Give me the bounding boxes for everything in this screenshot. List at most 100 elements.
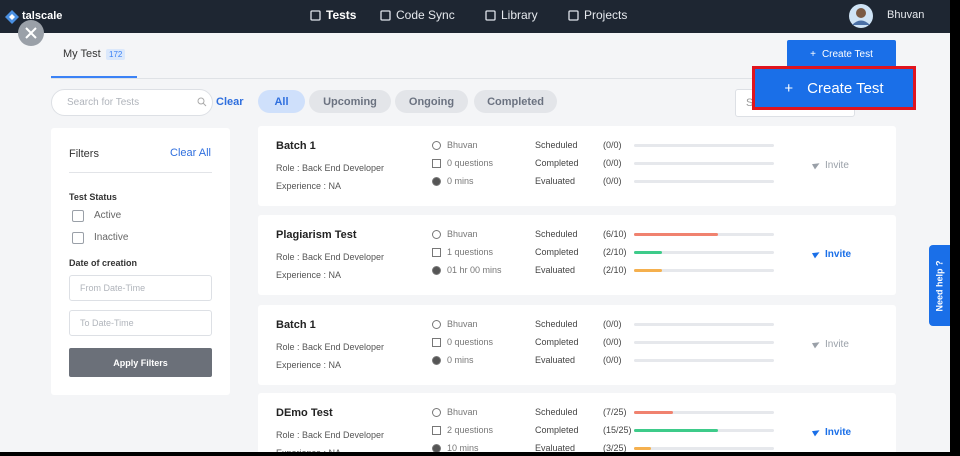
test-name[interactable]: Plagiarism Test [276,229,357,241]
nav-item[interactable]: Code Sync [380,8,455,22]
filter-chip[interactable]: Upcoming [309,90,391,113]
date-title: Date of creation [69,258,138,268]
nav-icon [380,9,391,21]
test-duration: 10 mins [447,443,479,452]
stat-count: (0/0) [603,337,622,347]
logo [5,10,19,24]
search-input[interactable]: Search for Tests [51,89,213,116]
test-card: Batch 1 Role : Back End Developer Experien… [258,126,896,206]
test-experience: Experience : NA [276,448,341,452]
nav-item[interactable]: Library [485,8,538,22]
to-placeholder: To Date-Time [80,318,134,328]
progress-track [634,144,774,147]
stat-name: Completed [535,425,579,435]
test-owner: Bhuvan [447,319,478,329]
test-questions: 0 questions [447,158,494,168]
to-date-input[interactable]: To Date-Time [69,310,212,336]
stat-count: (15/25) [603,425,632,435]
progress-bar [634,429,718,432]
checkbox[interactable] [72,210,84,222]
stat-count: (0/0) [603,176,622,186]
questions-icon [432,426,441,435]
progress-track [634,162,774,165]
from-date-input[interactable]: From Date-Time [69,275,212,301]
stat-count: (6/10) [603,229,627,239]
stat-count: (0/0) [603,158,622,168]
test-experience: Experience : NA [276,270,342,280]
duration-icon [432,356,441,365]
help-tab[interactable]: Need help ? [929,245,950,326]
stat-name: Completed [535,158,579,168]
from-placeholder: From Date-Time [80,283,146,293]
tab-badge: 172 [106,49,126,60]
test-questions: 2 questions [447,425,494,435]
test-duration: 01 hr 00 mins [447,265,502,275]
divider [51,78,896,79]
test-name[interactable]: DEmo Test [276,407,333,419]
filter-chip[interactable]: All [258,90,305,113]
owner-icon [432,408,441,417]
status-option: Inactive [94,232,129,243]
test-duration: 0 mins [447,355,474,365]
invite-link[interactable]: Invite [825,249,852,260]
test-experience: Experience : NA [276,181,342,191]
progress-track [634,341,774,344]
sort-text: S [746,97,754,109]
checkbox[interactable] [72,232,84,244]
create-test-button[interactable]: + Create Test [787,40,896,68]
stat-count: (0/0) [603,140,622,150]
test-name[interactable]: Batch 1 [276,319,316,331]
invite-icon [811,249,822,259]
progress-track [634,411,774,414]
nav-label: Library [501,8,538,22]
filters-title: Filters [69,148,99,160]
avatar[interactable] [848,3,874,29]
nav-item[interactable]: Tests [310,8,356,22]
progress-bar [634,269,662,272]
stat-name: Evaluated [535,355,576,365]
clear-all[interactable]: Clear All [170,147,211,159]
clear-search[interactable]: Clear [216,96,244,108]
progress-bar [634,233,718,236]
test-name[interactable]: Batch 1 [276,140,316,152]
filter-chip[interactable]: Completed [474,90,557,113]
invite-link[interactable]: Invite [825,339,849,350]
apply-filters-button[interactable]: Apply Filters [69,348,212,377]
stat-name: Scheduled [535,229,578,239]
test-questions: 1 questions [447,247,494,257]
test-owner: Bhuvan [447,407,478,417]
stat-name: Completed [535,247,579,257]
stat-count: (3/25) [603,443,627,452]
help-label: Need help ? [934,259,945,312]
duration-icon [432,266,441,275]
progress-bar [634,251,662,254]
invite-link[interactable]: Invite [825,160,849,171]
test-owner: Bhuvan [447,229,478,239]
stat-count: (7/25) [603,407,627,417]
tab-label[interactable]: My Test [63,48,101,60]
test-questions: 0 questions [447,337,494,347]
stat-name: Scheduled [535,407,578,417]
test-role: Role : Back End Developer [276,163,385,173]
owner-icon [432,230,441,239]
test-role: Role : Back End Developer [276,342,385,352]
status-title: Test Status [69,192,117,202]
nav-item[interactable]: Projects [568,8,627,22]
nav-label: Code Sync [396,8,455,22]
close-button[interactable] [17,19,45,47]
invite-link[interactable]: Invite [825,427,852,438]
stat-name: Evaluated [535,265,576,275]
stat-name: Scheduled [535,319,578,329]
progress-bar [634,447,651,450]
progress-track [634,251,774,254]
test-role: Role : Back End Developer [276,430,385,440]
create-test-label: Create Test [821,48,873,60]
create-test-highlight[interactable]: + Create Test [752,66,916,110]
user-name[interactable]: Bhuvan [887,9,925,21]
filter-chip[interactable]: Ongoing [395,90,468,113]
stat-count: (2/10) [603,265,627,275]
nav-icon [485,9,496,21]
stat-count: (0/0) [603,355,622,365]
